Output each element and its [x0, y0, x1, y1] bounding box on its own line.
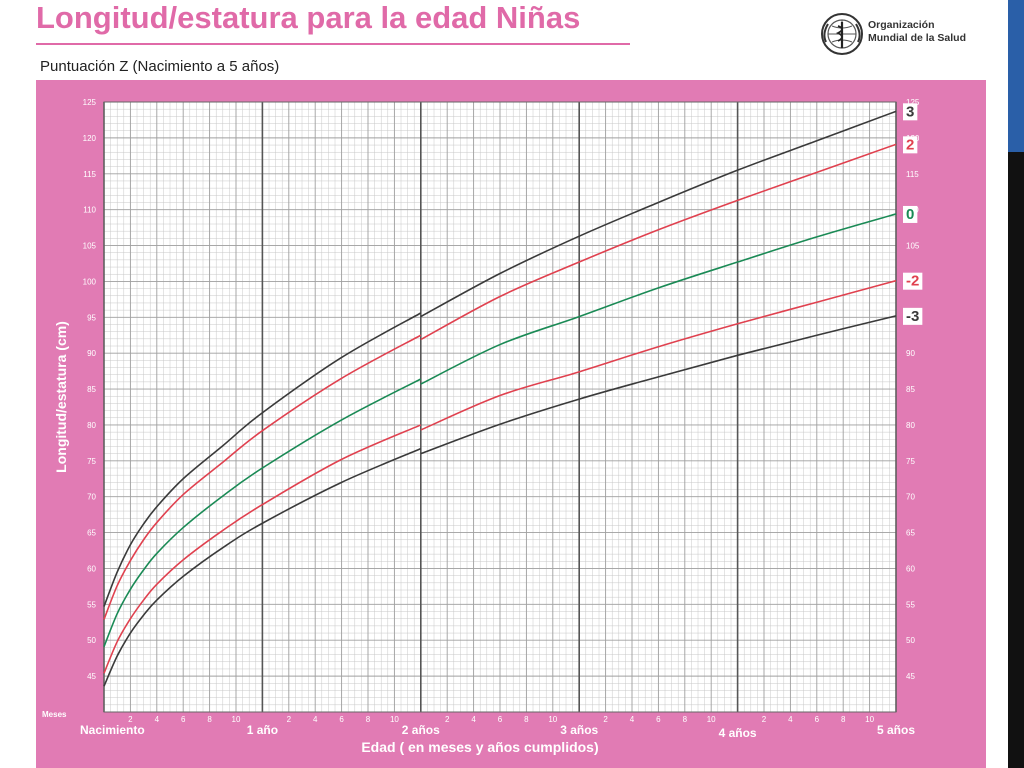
y-tick-label-left: 60 — [87, 564, 96, 573]
x-month-tick-label: 2 — [445, 715, 450, 724]
x-month-tick-label: 4 — [155, 715, 160, 724]
y-tick-label-left: 110 — [83, 206, 96, 215]
x-year-tick-label: 4 años — [719, 726, 757, 740]
series-label-background — [903, 136, 918, 154]
x-month-tick-label: 10 — [548, 715, 557, 724]
y-tick-label-right: 70 — [906, 493, 915, 502]
title-underline — [36, 43, 630, 45]
x-month-tick-label: 2 — [762, 715, 767, 724]
x-year-tick-label: 2 años — [402, 723, 440, 737]
x-month-tick-label: 10 — [707, 715, 716, 724]
y-tick-label-right: 60 — [906, 564, 915, 573]
y-tick-label-left: 115 — [83, 170, 96, 179]
who-org-line2: Mundial de la Salud — [868, 32, 967, 44]
y-tick-label-right: 55 — [906, 600, 915, 609]
side-edge-accent — [1008, 0, 1024, 152]
x-month-tick-label: 2 — [287, 715, 292, 724]
page-title: Longitud/estatura para la edad Niñas — [36, 0, 581, 35]
x-month-tick-label: 10 — [390, 715, 399, 724]
x-month-tick-label: 6 — [656, 715, 661, 724]
x-month-tick-label: 6 — [815, 715, 820, 724]
y-tick-label-left: 105 — [83, 242, 97, 251]
series-line-z0-2y-to-5y — [420, 213, 897, 385]
who-org-name: Organización Mundial de la Salud — [868, 19, 966, 45]
series-label-background — [903, 205, 918, 223]
y-tick-label-right: 50 — [906, 636, 915, 645]
series-label-z2: 2 — [906, 136, 914, 153]
series-label-z0: 0 — [906, 206, 914, 223]
x-month-tick-label: 4 — [471, 715, 476, 724]
x-month-tick-label: 6 — [181, 715, 186, 724]
series-line-z2-birth-to-2y — [103, 334, 422, 620]
x-year-tick-label: 5 años — [877, 723, 915, 737]
x-month-tick-label: 4 — [630, 715, 635, 724]
y-tick-label-right: 90 — [906, 349, 915, 358]
y-tick-label-right: 85 — [906, 385, 915, 394]
y-tick-label-left: 85 — [87, 385, 96, 394]
x-month-tick-label: 8 — [207, 715, 212, 724]
series-label-background — [903, 307, 923, 325]
x-year-tick-label: 1 año — [247, 723, 278, 737]
y-tick-label-left: 95 — [87, 313, 96, 322]
series-line-z3-2y-to-5y — [420, 110, 897, 318]
y-tick-label-left: 90 — [87, 349, 96, 358]
series-label-z-3: -3 — [906, 308, 919, 325]
who-logo: Organización Mundial de la Salud — [820, 12, 970, 58]
y-tick-label-right: 45 — [906, 672, 915, 681]
series-line-z-2-2y-to-5y — [420, 279, 897, 431]
series-label-z3: 3 — [906, 103, 914, 120]
y-tick-label-left: 50 — [87, 636, 96, 645]
series-line-z2-2y-to-5y — [420, 143, 897, 341]
x-month-tick-label: 8 — [683, 715, 688, 724]
series-line-z-3-2y-to-5y — [420, 315, 897, 455]
y-tick-label-left: 70 — [87, 493, 96, 502]
x-month-tick-label: 8 — [366, 715, 371, 724]
x-unit-label: Meses — [42, 710, 67, 719]
x-month-tick-label: 2 — [128, 715, 133, 724]
series-line-z-2-birth-to-2y — [103, 424, 422, 674]
y-tick-label-right: 115 — [906, 170, 919, 179]
y-axis-title: Longitud/estatura (cm) — [53, 321, 69, 473]
y-tick-label-left: 125 — [83, 98, 97, 107]
x-month-tick-label: 6 — [339, 715, 344, 724]
side-edge-dark — [1008, 152, 1024, 768]
y-tick-label-right: 65 — [906, 529, 915, 538]
x-month-tick-label: 2 — [603, 715, 608, 724]
x-month-tick-label: 8 — [841, 715, 846, 724]
y-tick-label-left: 55 — [87, 600, 96, 609]
series-line-z0-birth-to-2y — [103, 378, 422, 647]
x-month-tick-label: 10 — [865, 715, 874, 724]
x-axis-title: Edad ( en meses y años cumplidos) — [361, 739, 598, 755]
who-emblem-icon — [821, 13, 863, 55]
x-month-tick-label: 10 — [232, 715, 241, 724]
y-tick-label-left: 65 — [87, 529, 96, 538]
x-month-tick-label: 4 — [313, 715, 318, 724]
series-line-z-3-birth-to-2y — [103, 447, 422, 687]
y-tick-label-right: 125 — [906, 98, 920, 107]
y-tick-label-left: 120 — [83, 134, 97, 143]
x-month-tick-label: 8 — [524, 715, 529, 724]
series-label-background — [903, 103, 918, 121]
page-subtitle: Puntuación Z (Nacimiento a 5 años) — [40, 58, 280, 75]
y-tick-label-left: 45 — [87, 672, 96, 681]
chart-panel: 45 45 50 50 55 55 60 60 65 65 70 70 75 75 80 80 85 85 90 90… — [36, 80, 986, 768]
y-tick-label-right: 105 — [906, 242, 920, 251]
x-year-tick-label: Nacimiento — [80, 723, 145, 737]
series-line-z3-birth-to-2y — [103, 312, 422, 607]
x-year-tick-label: 3 años — [560, 723, 598, 737]
y-tick-label-right: 75 — [906, 457, 915, 466]
x-month-tick-label: 6 — [498, 715, 503, 724]
series-label-z-2: -2 — [906, 273, 919, 290]
y-tick-label-right: 80 — [906, 421, 915, 430]
series-label-background — [903, 272, 923, 290]
who-org-line1: Organización — [868, 19, 935, 31]
plot-border — [103, 101, 897, 713]
y-tick-label-left: 80 — [87, 421, 96, 430]
x-month-tick-label: 4 — [788, 715, 793, 724]
y-tick-label-left: 100 — [83, 277, 97, 286]
y-tick-label-left: 75 — [87, 457, 96, 466]
